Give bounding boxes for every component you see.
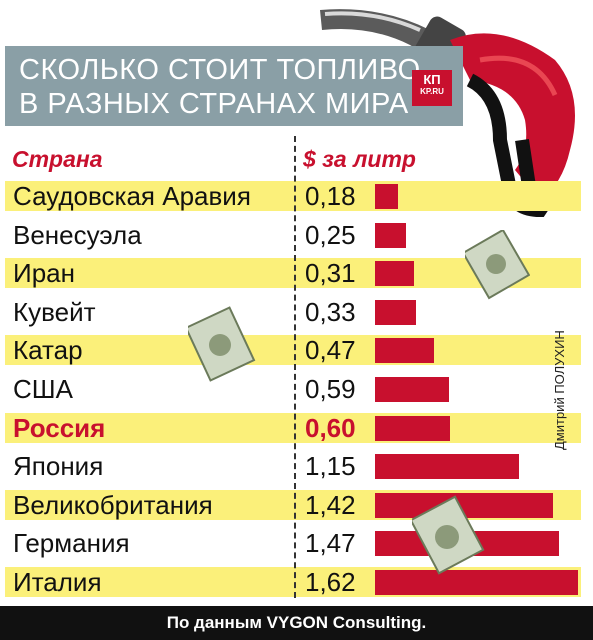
title-banner: СКОЛЬКО СТОИТ ТОПЛИВО В РАЗНЫХ СТРАНАХ М… xyxy=(5,46,463,126)
price-column-header: $ за литр xyxy=(303,146,416,172)
value-label: 1,47 xyxy=(305,528,356,559)
bar xyxy=(375,299,416,325)
value-label: 1,42 xyxy=(305,489,356,520)
kp-logo-text: КП xyxy=(423,72,441,87)
chart-row: Германия 1,47 xyxy=(5,528,581,558)
bar xyxy=(375,454,519,480)
category-label: Иран xyxy=(13,258,75,289)
value-label: 0,33 xyxy=(305,296,356,327)
chart-row: Саудовская Аравия 0,18 xyxy=(5,181,581,211)
category-label: Германия xyxy=(13,528,130,559)
value-label: 0,47 xyxy=(305,335,356,366)
source-footer: По данным VYGON Consulting. xyxy=(0,606,593,640)
value-label: 1,62 xyxy=(305,567,356,597)
chart-row: Кувейт 0,33 xyxy=(5,297,581,327)
value-label: 0,18 xyxy=(305,181,356,211)
category-label: Катар xyxy=(13,335,83,366)
category-label: США xyxy=(13,374,73,404)
category-label: Япония xyxy=(13,451,104,482)
country-column-header: Страна xyxy=(12,146,103,172)
author-credit: Дмитрий ПОЛУХИН xyxy=(552,330,567,450)
chart-row: Катар 0,47 xyxy=(5,335,581,366)
chart-row: Италия 1,62 xyxy=(5,567,581,597)
kp-logo-url: KP.RU xyxy=(420,87,444,96)
kp-logo: КП KP.RU xyxy=(412,70,452,106)
chart-row: Япония 1,15 xyxy=(5,451,581,481)
value-label: 0,31 xyxy=(305,258,356,289)
chart-row: Венесуэла 0,25 xyxy=(5,220,581,250)
bar xyxy=(375,570,578,595)
banknote-icon xyxy=(465,230,530,300)
bar xyxy=(375,338,434,364)
value-label: 0,25 xyxy=(305,219,356,250)
title-line-1: СКОЛЬКО СТОИТ ТОПЛИВО xyxy=(19,54,421,86)
category-label: Кувейт xyxy=(13,296,96,327)
category-label: Россия xyxy=(13,412,106,443)
bar xyxy=(375,415,450,441)
chart-row: Великобритания 1,42 xyxy=(5,489,581,520)
column-divider xyxy=(294,136,296,598)
banknote-icon xyxy=(412,495,485,575)
value-label: 0,59 xyxy=(305,374,356,404)
chart-row: Россия 0,60 xyxy=(5,412,581,443)
bar xyxy=(375,222,406,248)
bar xyxy=(375,377,449,402)
category-label: Италия xyxy=(13,567,102,597)
value-label: 0,60 xyxy=(305,412,356,443)
chart-row: США 0,59 xyxy=(5,374,581,404)
category-label: Великобритания xyxy=(13,489,213,520)
value-label: 1,15 xyxy=(305,451,356,482)
category-label: Саудовская Аравия xyxy=(13,181,251,211)
banknote-icon xyxy=(188,306,256,382)
bar xyxy=(375,261,414,287)
category-label: Венесуэла xyxy=(13,219,142,250)
title-line-2: В РАЗНЫХ СТРАНАХ МИРА xyxy=(19,88,409,120)
bar xyxy=(375,184,398,209)
